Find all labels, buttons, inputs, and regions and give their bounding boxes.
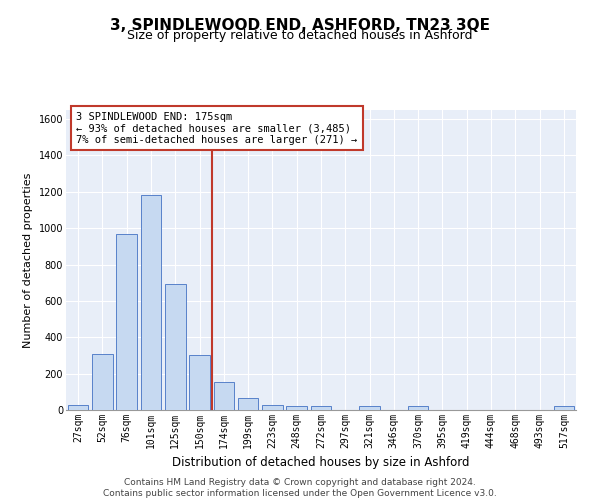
Text: Size of property relative to detached houses in Ashford: Size of property relative to detached ho… (127, 29, 473, 42)
Bar (286, 406, 307, 410)
Bar (92, 354, 113, 410)
Bar (554, 406, 574, 410)
Text: 3, SPINDLEWOOD END, ASHFORD, TN23 3QE: 3, SPINDLEWOOD END, ASHFORD, TN23 3QE (110, 18, 490, 32)
Bar (262, 404, 283, 410)
Text: Contains HM Land Registry data © Crown copyright and database right 2024.
Contai: Contains HM Land Registry data © Crown c… (103, 478, 497, 498)
Y-axis label: Number of detached properties: Number of detached properties (23, 172, 33, 348)
Text: 3 SPINDLEWOOD END: 175sqm
← 93% of detached houses are smaller (3,485)
7% of sem: 3 SPINDLEWOOD END: 175sqm ← 93% of detac… (76, 112, 358, 144)
Bar (165, 284, 185, 410)
Bar (214, 382, 234, 410)
Bar (359, 406, 380, 410)
Bar (311, 406, 331, 410)
X-axis label: Distribution of detached houses by size in Ashford: Distribution of detached houses by size … (172, 456, 470, 469)
Bar (238, 398, 259, 410)
Bar (116, 234, 137, 410)
Bar (140, 194, 161, 410)
Bar (408, 406, 428, 410)
Bar (68, 404, 88, 410)
Bar (189, 356, 210, 410)
